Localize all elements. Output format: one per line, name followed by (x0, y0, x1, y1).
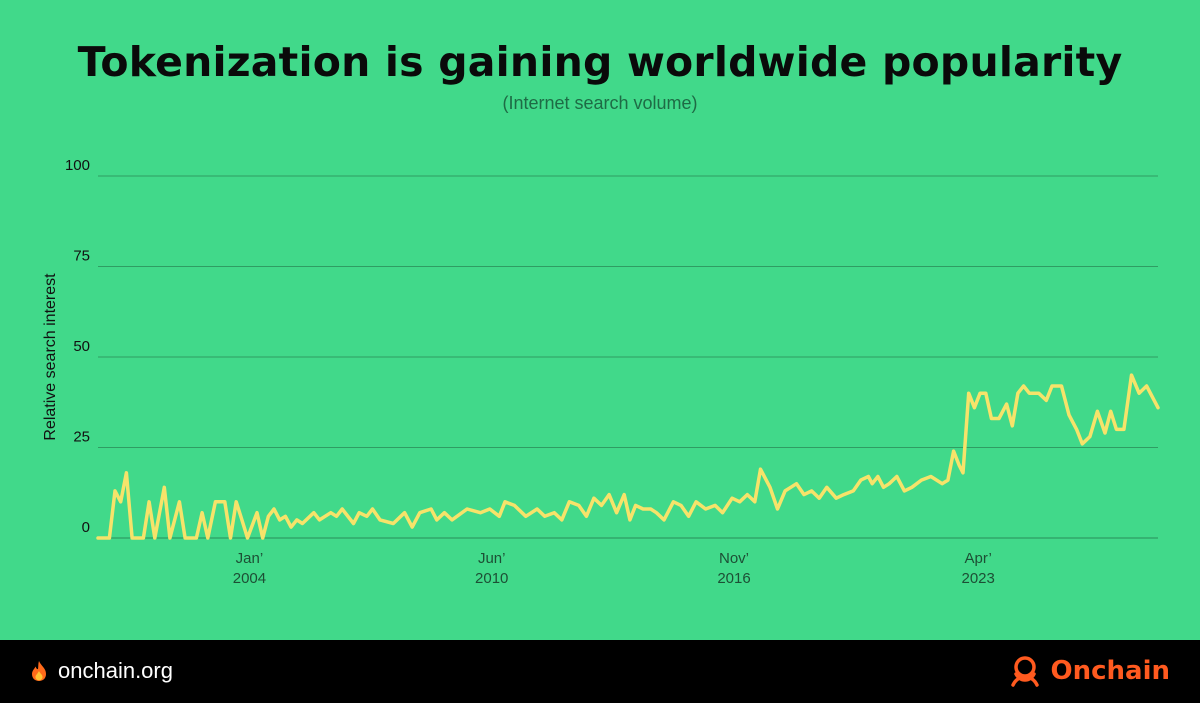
series-line (96, 373, 1160, 540)
footer-bar: onchain.org Onchain (0, 640, 1200, 703)
x-tick-label: 2010 (475, 570, 508, 587)
x-tick-label: Jun’ (478, 550, 506, 567)
x-tick-label: 2023 (961, 570, 994, 587)
y-tick-label: 0 (82, 519, 90, 536)
x-tick-label: Jan’ (236, 550, 264, 567)
x-tick-label: 2004 (233, 570, 266, 587)
y-tick-label: 50 (73, 338, 90, 355)
x-tick-label: Nov’ (719, 550, 749, 567)
brand-name: Onchain (1050, 656, 1170, 686)
y-tick-label: 25 (73, 429, 90, 446)
x-tick-label: Apr’ (965, 550, 992, 567)
x-tick-label: 2016 (717, 570, 750, 587)
line-chart: 0 25 50 75 100 Relative search interest Jan’ 20… (42, 157, 1160, 587)
site-url: onchain.org (58, 658, 173, 683)
onchain-logo-icon (1011, 656, 1040, 687)
chart-title: Tokenization is gaining worldwide popula… (77, 38, 1123, 86)
y-tick-label: 75 (73, 248, 90, 265)
fire-icon (32, 661, 46, 681)
brand-logo[interactable]: Onchain (1008, 654, 1170, 688)
y-tick-label: 100 (65, 157, 90, 174)
y-axis-label: Relative search interest (42, 273, 59, 441)
site-link[interactable]: onchain.org (30, 658, 173, 684)
chart-subtitle: (Internet search volume) (502, 93, 698, 113)
